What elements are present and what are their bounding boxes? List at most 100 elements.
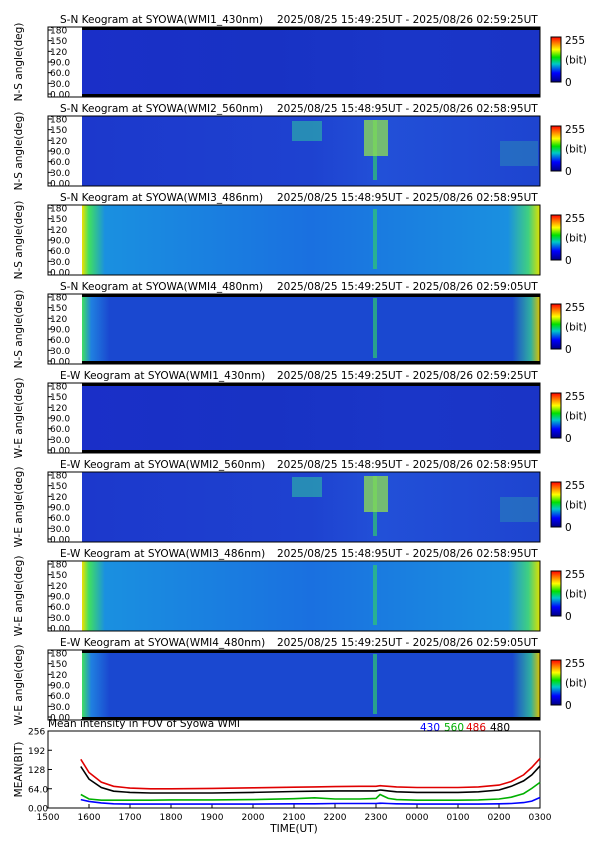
keogram-panel: S-N Keogram at SYOWA(WMI3_486nm) 2025/08/… bbox=[13, 192, 587, 279]
line-chart-xtick-label: 0200 bbox=[488, 813, 511, 823]
keogram-ylabel: W-E angle(deg) bbox=[13, 645, 25, 726]
colorbar-unit-label: (bit) bbox=[565, 144, 587, 156]
keogram-title: E-W Keogram at SYOWA(WMI3_486nm) bbox=[60, 548, 265, 560]
keogram-ylabel: W-E angle(deg) bbox=[13, 556, 25, 637]
keogram-ytick-label: 0.00 bbox=[50, 625, 70, 635]
line-chart-ytick-label: 64.0 bbox=[28, 785, 48, 795]
keogram-ylabel: N-S angle(deg) bbox=[13, 23, 25, 102]
colorbar-min-label: 0 bbox=[565, 77, 572, 89]
line-chart-ytick-label: 128 bbox=[28, 766, 45, 776]
keogram-ytick-label: 60.0 bbox=[50, 692, 70, 702]
keogram-ytick-label: 60.0 bbox=[50, 603, 70, 613]
keogram-aurora-arc bbox=[373, 209, 377, 269]
keogram-aurora-patch bbox=[500, 141, 538, 166]
keogram-ytick-label: 180 bbox=[50, 383, 67, 393]
colorbar-unit-label: (bit) bbox=[565, 411, 587, 423]
keogram-panel: E-W Keogram at SYOWA(WMI1_430nm) 2025/08/… bbox=[13, 370, 587, 458]
keogram-ytick-label: 150 bbox=[50, 482, 67, 492]
line-chart-title: Mean intensity in FOV of Syowa WMI bbox=[48, 718, 240, 730]
line-chart-xtick-label: 0000 bbox=[406, 813, 429, 823]
line-chart-xtick-label: 1800 bbox=[160, 813, 183, 823]
keogram-ytick-label: 30.0 bbox=[50, 80, 70, 90]
line-chart-xtick-label: 2200 bbox=[324, 813, 347, 823]
keogram-ytick-label: 150 bbox=[50, 304, 67, 314]
keogram-ytick-label: 150 bbox=[50, 571, 67, 581]
line-chart-xtick-label: 2000 bbox=[242, 813, 265, 823]
series-line-480 bbox=[80, 765, 541, 794]
keogram-image bbox=[82, 27, 540, 97]
keogram-title: E-W Keogram at SYOWA(WMI4_480nm) bbox=[60, 637, 265, 649]
keogram-blank bbox=[48, 116, 82, 186]
keogram-ytick-label: 150 bbox=[50, 393, 67, 403]
keogram-ytick-label: 120 bbox=[50, 48, 67, 58]
keogram-ytick-label: 180 bbox=[50, 294, 67, 304]
keogram-ylabel: N-S angle(deg) bbox=[13, 290, 25, 369]
keogram-bottom-band bbox=[82, 361, 540, 364]
keogram-aurora-patch bbox=[500, 497, 538, 522]
keogram-top-band bbox=[82, 650, 540, 653]
keogram-ytick-label: 180 bbox=[50, 472, 67, 482]
keogram-blank bbox=[48, 27, 82, 97]
keogram-ytick-label: 90.0 bbox=[50, 59, 70, 69]
keogram-aurora-patch bbox=[292, 477, 322, 497]
colorbar-unit-label: (bit) bbox=[565, 55, 587, 67]
keogram-time-range: 2025/08/25 15:49:25UT - 2025/08/26 02:59… bbox=[277, 14, 538, 26]
keogram-ytick-label: 0.00 bbox=[50, 91, 70, 101]
keogram-ytick-label: 150 bbox=[50, 126, 67, 136]
line-chart-ytick-label: 0.00 bbox=[28, 805, 48, 815]
keogram-bottom-band bbox=[82, 717, 540, 720]
keogram-title: S-N Keogram at SYOWA(WMI2_560nm) bbox=[60, 103, 263, 115]
keogram-ytick-label: 120 bbox=[50, 582, 67, 592]
keogram-ytick-label: 180 bbox=[50, 650, 67, 660]
keogram-bottom-band bbox=[82, 94, 540, 97]
line-chart-xtick-label: 1500 bbox=[37, 813, 60, 823]
colorbar bbox=[550, 659, 562, 706]
line-chart-ytick-label: 256 bbox=[28, 728, 45, 738]
colorbar-min-label: 0 bbox=[565, 433, 572, 445]
keogram-ytick-label: 60.0 bbox=[50, 425, 70, 435]
keogram-blank bbox=[48, 561, 82, 631]
keogram-ytick-label: 90.0 bbox=[50, 682, 70, 692]
colorbar-max-label: 255 bbox=[565, 569, 585, 581]
keogram-ylabel: W-E angle(deg) bbox=[13, 467, 25, 548]
keogram-ytick-label: 60.0 bbox=[50, 514, 70, 524]
keogram-panel: S-N Keogram at SYOWA(WMI4_480nm) 2025/08/… bbox=[13, 281, 587, 368]
keogram-time-range: 2025/08/25 15:48:95UT - 2025/08/26 02:58… bbox=[277, 103, 538, 115]
keogram-blank bbox=[48, 472, 82, 542]
keogram-time-range: 2025/08/25 15:48:95UT - 2025/08/26 02:58… bbox=[277, 459, 538, 471]
keogram-ytick-label: 90.0 bbox=[50, 504, 70, 514]
series-line-560 bbox=[80, 781, 541, 802]
keogram-image bbox=[82, 561, 540, 631]
colorbar bbox=[550, 125, 562, 172]
keogram-ytick-label: 60.0 bbox=[50, 336, 70, 346]
keogram-ytick-label: 180 bbox=[50, 205, 67, 215]
keogram-image bbox=[82, 650, 540, 720]
colorbar bbox=[550, 303, 562, 350]
colorbar-min-label: 0 bbox=[565, 344, 572, 356]
keogram-image bbox=[82, 383, 540, 453]
colorbar-min-label: 0 bbox=[565, 522, 572, 534]
keogram-ytick-label: 0.00 bbox=[50, 536, 70, 546]
mean-intensity-plot: Mean intensity in FOV of Syowa WMI 430 560… bbox=[13, 718, 552, 835]
keogram-image bbox=[82, 294, 540, 364]
keogram-ytick-label: 120 bbox=[50, 137, 67, 147]
keogram-aurora-patch bbox=[364, 120, 388, 156]
series-line-486 bbox=[80, 757, 541, 790]
series-line-430 bbox=[80, 796, 541, 805]
colorbar bbox=[550, 481, 562, 528]
keogram-ytick-label: 60.0 bbox=[50, 69, 70, 79]
keogram-ylabel: N-S angle(deg) bbox=[13, 112, 25, 191]
keogram-aurora-arc bbox=[373, 565, 377, 625]
keogram-ytick-label: 180 bbox=[50, 561, 67, 571]
keogram-ytick-label: 0.00 bbox=[50, 180, 70, 190]
keogram-ytick-label: 90.0 bbox=[50, 148, 70, 158]
keogram-ylabel: W-E angle(deg) bbox=[13, 378, 25, 459]
keogram-aurora-patch bbox=[292, 121, 322, 141]
keogram-time-range: 2025/08/25 15:48:95UT - 2025/08/26 02:58… bbox=[277, 548, 538, 560]
colorbar-unit-label: (bit) bbox=[565, 500, 587, 512]
colorbar-unit-label: (bit) bbox=[565, 589, 587, 601]
keogram-blank bbox=[48, 650, 82, 720]
keogram-ytick-label: 0.00 bbox=[50, 269, 70, 279]
line-chart-ytick-label: 192 bbox=[28, 747, 45, 757]
colorbar bbox=[550, 214, 562, 261]
